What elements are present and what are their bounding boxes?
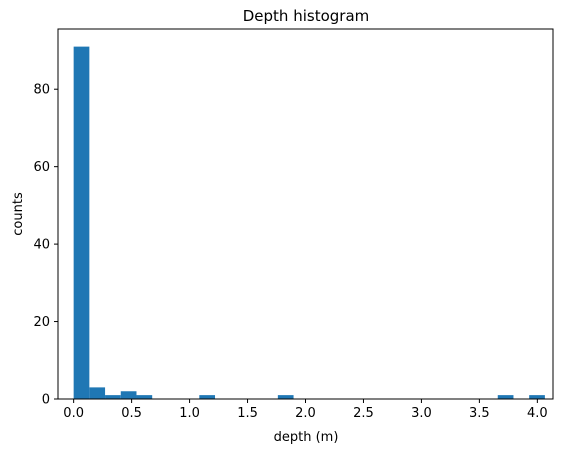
x-axis-ticks: 0.0 0.5 1.0 1.5 2.0 2.5 3.0 3.5 4.0	[63, 399, 548, 421]
axes-frame	[57, 28, 554, 400]
plot-area	[73, 46, 545, 399]
histogram-bar	[497, 395, 514, 399]
y-axis-ticks: 0 20 40 60 80	[33, 83, 58, 408]
y-tick-label: 20	[33, 315, 50, 330]
x-tick-label: 2.5	[353, 406, 374, 421]
x-tick-label: 3.5	[469, 406, 490, 421]
histogram-bar	[120, 391, 137, 399]
y-tick-label: 40	[33, 238, 50, 253]
x-tick-label: 3.0	[411, 406, 432, 421]
y-tick-label: 0	[42, 393, 50, 408]
y-tick-label: 60	[33, 160, 50, 175]
y-tick-label: 80	[33, 83, 50, 98]
x-tick-label: 2.0	[295, 406, 316, 421]
x-tick-label: 0.0	[63, 406, 84, 421]
histogram-bar	[529, 395, 545, 399]
histogram-bar	[277, 395, 294, 399]
x-tick-label: 4.0	[527, 406, 548, 421]
histogram-bar	[73, 46, 90, 399]
histogram-bar	[89, 387, 106, 399]
x-tick-label: 0.5	[121, 406, 142, 421]
x-axis-label: depth (m)	[274, 430, 339, 445]
histogram-bar	[136, 395, 153, 399]
x-tick-label: 1.0	[179, 406, 200, 421]
chart-title: Depth histogram	[243, 7, 370, 25]
x-tick-label: 1.5	[237, 406, 258, 421]
histogram-bar	[105, 395, 121, 399]
histogram-bar	[199, 395, 216, 399]
y-axis-label: counts	[11, 192, 26, 236]
